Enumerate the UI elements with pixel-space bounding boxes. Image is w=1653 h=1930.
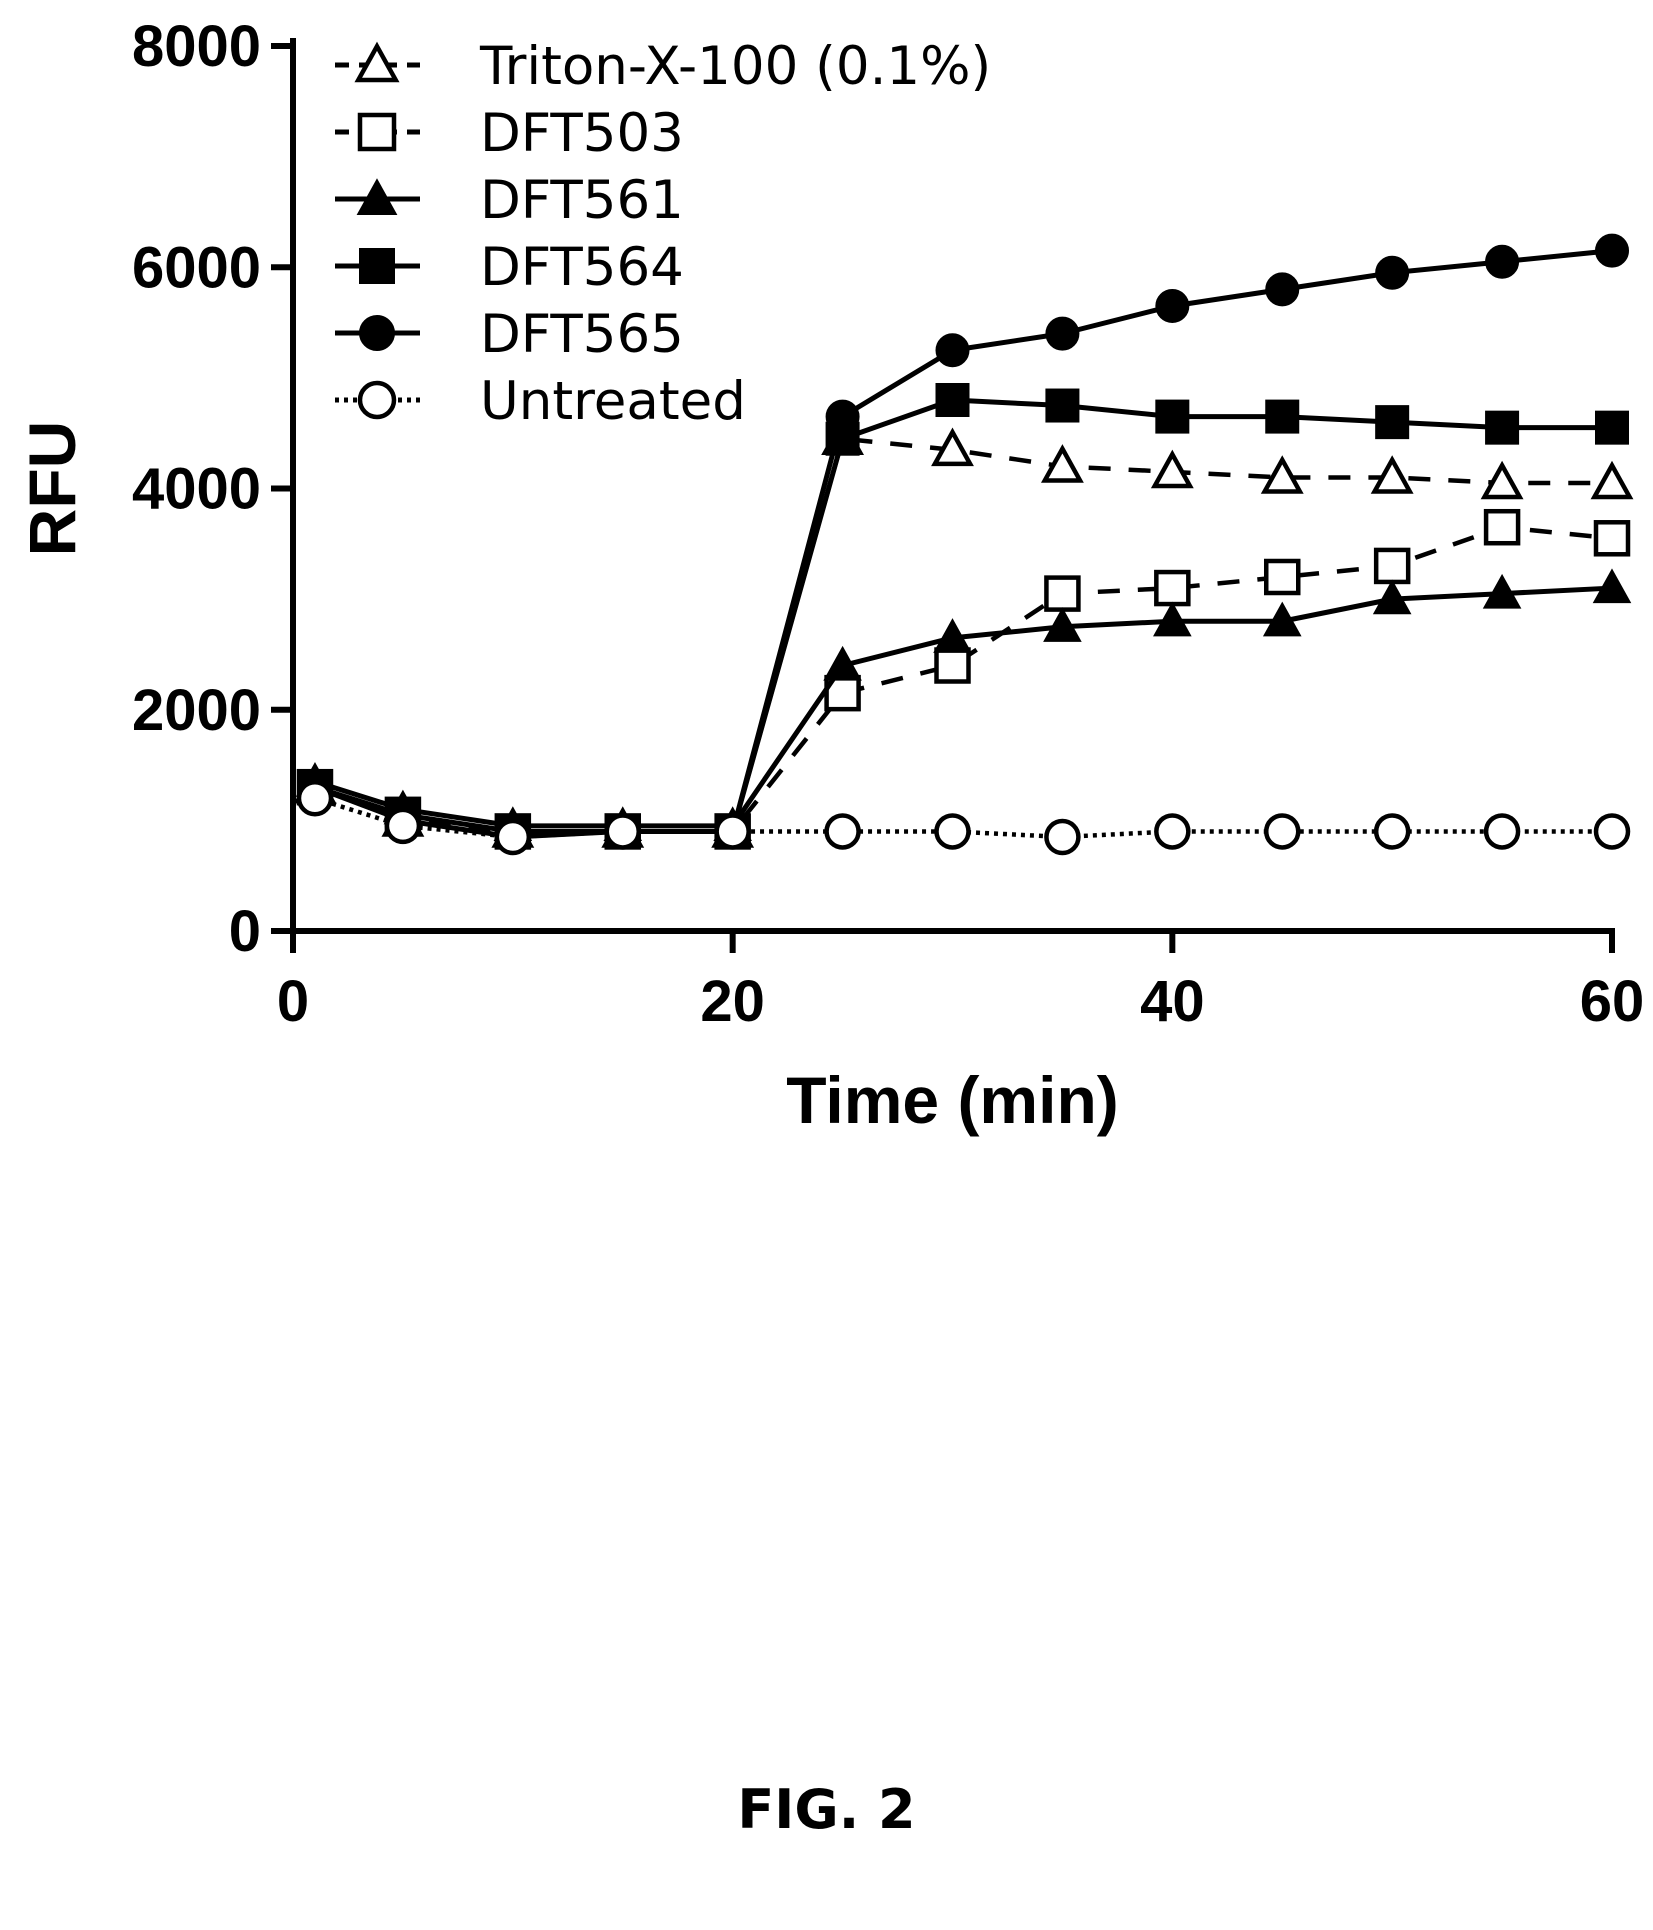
data-point: [1045, 316, 1080, 351]
data-point: [1264, 813, 1301, 850]
figure-caption: FIG. 2: [737, 1778, 916, 1841]
data-point: [1265, 272, 1300, 307]
data-point: [931, 427, 974, 467]
data-point: [1483, 813, 1521, 850]
data-point: [1485, 244, 1520, 279]
data-point: [1154, 569, 1191, 607]
data-point: [1593, 813, 1631, 850]
legend-label: Untreated: [480, 371, 746, 432]
series-line: [314, 585, 1613, 829]
data-point: [604, 813, 641, 850]
data-point: [1375, 405, 1410, 440]
data-point: [824, 813, 861, 850]
data-point: [1480, 460, 1524, 500]
data-point: [1373, 547, 1411, 585]
data-point: [934, 647, 971, 684]
data-point: [384, 807, 422, 845]
legend-label: DFT561: [480, 170, 684, 231]
legend-item: DFT565: [335, 304, 684, 365]
tick-labels: 0 2000 4000 6000 8000 0 20 40 60: [132, 14, 1644, 1034]
axes: [271, 38, 1615, 953]
data-point: [935, 333, 970, 368]
legend-marker: [359, 315, 395, 351]
series-dft561: [295, 568, 1632, 841]
y-tick-label: 0: [229, 899, 261, 964]
y-axis-title: RFU: [15, 421, 89, 557]
data-point: [1373, 813, 1411, 850]
plot-series: [293, 233, 1634, 856]
legend-item: DFT503: [335, 103, 684, 164]
data-point: [1595, 233, 1629, 268]
data-point: [825, 399, 860, 434]
data-point: [714, 813, 751, 850]
data-point: [296, 780, 334, 817]
legend-marker: [359, 248, 395, 284]
data-point: [1590, 460, 1634, 500]
data-point: [935, 383, 970, 417]
legend-item: DFT561: [335, 170, 684, 231]
series-dft503: [296, 508, 1631, 850]
data-point: [1265, 399, 1300, 434]
data-point: [1262, 601, 1302, 637]
legend-marker: [357, 380, 397, 420]
legend-label: DFT503: [480, 103, 684, 164]
legend-label: DFT565: [480, 304, 684, 365]
data-point: [934, 813, 971, 850]
data-point: [1264, 558, 1301, 596]
series-triton-x-100-0-1: [293, 416, 1634, 848]
y-tick-label: 2000: [132, 678, 261, 743]
x-tick-label: 20: [700, 969, 765, 1034]
legend-label: DFT564: [480, 237, 684, 298]
series-untreated: [296, 780, 1631, 856]
data-point: [1483, 508, 1521, 546]
data-point: [1154, 813, 1191, 850]
y-tick-label: 8000: [132, 14, 261, 79]
legend-item: Untreated: [335, 371, 746, 432]
data-point: [1593, 520, 1631, 557]
data-point: [1150, 449, 1194, 489]
data-point: [1592, 568, 1632, 604]
y-tick-label: 6000: [132, 235, 261, 300]
x-tick-label: 40: [1140, 969, 1205, 1034]
data-point: [1260, 455, 1304, 494]
data-point: [1485, 410, 1520, 445]
data-point: [1044, 575, 1081, 612]
data-point: [1043, 607, 1082, 642]
legend-marker: [354, 41, 400, 83]
data-point: [1155, 399, 1190, 434]
data-point: [1045, 388, 1080, 423]
x-axis-title: Time (min): [786, 1063, 1118, 1137]
x-tick-label: 60: [1580, 969, 1645, 1034]
data-point: [1595, 410, 1629, 445]
data-point: [1482, 573, 1522, 609]
data-point: [1375, 255, 1410, 290]
y-tick-label: 4000: [132, 457, 261, 522]
data-point: [933, 618, 972, 653]
data-point: [494, 818, 532, 856]
x-tick-label: 0: [277, 969, 309, 1034]
data-point: [823, 645, 862, 681]
data-point: [1372, 579, 1412, 615]
legend: Triton-X-100 (0.1%)DFT503DFT561DFT564DFT…: [335, 36, 991, 432]
data-point: [1040, 444, 1084, 483]
data-point: [1044, 818, 1081, 856]
data-point: [1155, 288, 1190, 323]
data-point: [1153, 601, 1192, 637]
legend-item: Triton-X-100 (0.1%): [335, 36, 991, 97]
legend-item: DFT564: [335, 237, 684, 298]
data-point: [1370, 455, 1414, 494]
legend-marker: [357, 112, 397, 152]
legend-marker: [356, 178, 398, 215]
legend-label: Triton-X-100 (0.1%): [479, 36, 991, 97]
